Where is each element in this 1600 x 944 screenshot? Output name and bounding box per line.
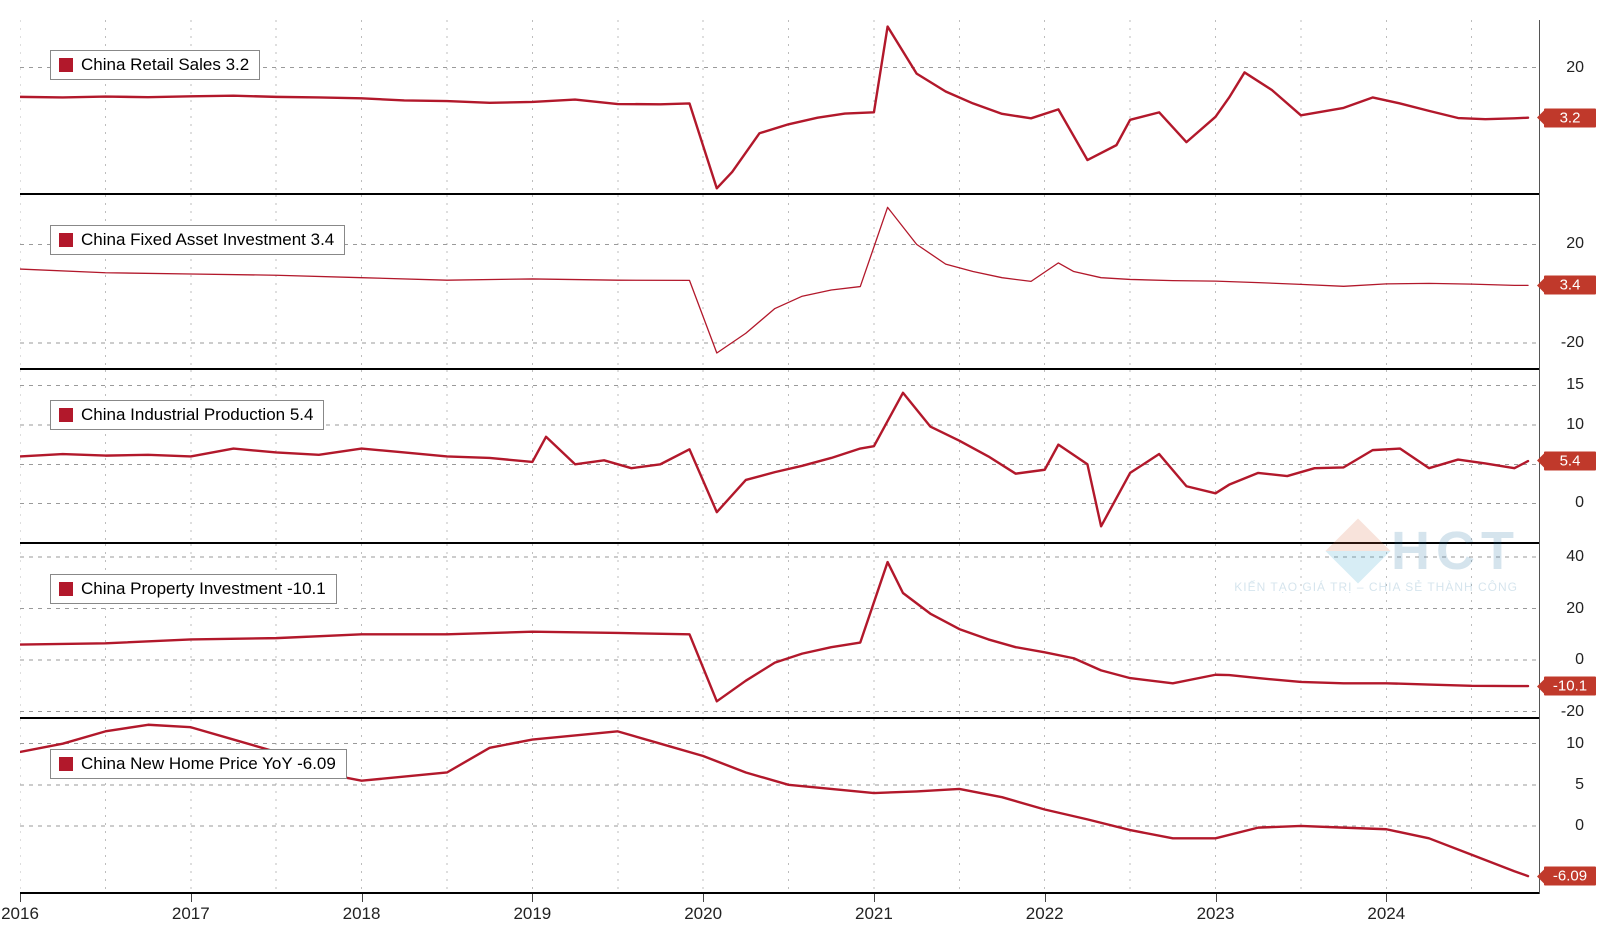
watermark: HCT bbox=[1335, 520, 1520, 582]
legend-swatch-icon bbox=[59, 757, 73, 771]
x-tick-mark bbox=[532, 894, 533, 902]
panel-svg bbox=[20, 719, 1540, 892]
y-tick-label: 5 bbox=[1575, 776, 1584, 794]
legend-label: China Industrial Production 5.4 bbox=[81, 405, 313, 425]
y-tick-label: 20 bbox=[1566, 235, 1584, 253]
legend-swatch-icon bbox=[59, 408, 73, 422]
last-value-label: -6.09 bbox=[1553, 868, 1587, 885]
panel-svg bbox=[20, 195, 1540, 368]
x-tick-mark bbox=[703, 894, 704, 902]
y-tick-label: -20 bbox=[1561, 334, 1584, 352]
legend-label: China New Home Price YoY -6.09 bbox=[81, 754, 336, 774]
series-line bbox=[20, 725, 1528, 876]
legend-swatch-icon bbox=[59, 58, 73, 72]
y-tick-label: 10 bbox=[1566, 735, 1584, 753]
y-tick-label: 20 bbox=[1566, 59, 1584, 77]
y-tick-label: 10 bbox=[1566, 416, 1584, 434]
last-value-badge: 5.4 bbox=[1544, 451, 1596, 470]
x-tick-mark bbox=[1216, 894, 1217, 902]
x-tick-mark bbox=[874, 894, 875, 902]
y-tick-label: 15 bbox=[1566, 376, 1584, 394]
last-value-label: -10.1 bbox=[1553, 678, 1587, 695]
y-tick-label: -20 bbox=[1561, 703, 1584, 721]
x-tick-mark bbox=[191, 894, 192, 902]
x-tick-label: 2017 bbox=[172, 904, 210, 924]
watermark-diamond-icon bbox=[1325, 518, 1390, 583]
panel-ip: 151050China Industrial Production 5.45.4 bbox=[20, 368, 1540, 543]
panel-home_price: 1050China New Home Price YoY -6.09-6.09 bbox=[20, 717, 1540, 894]
legend-label: China Fixed Asset Investment 3.4 bbox=[81, 230, 334, 250]
last-value-label: 3.2 bbox=[1560, 109, 1581, 126]
panel-svg bbox=[20, 20, 1540, 193]
badge-arrow-icon bbox=[1537, 110, 1545, 126]
panel-svg bbox=[20, 370, 1540, 543]
legend: China Fixed Asset Investment 3.4 bbox=[50, 225, 345, 255]
legend-label: China Retail Sales 3.2 bbox=[81, 55, 249, 75]
badge-arrow-icon bbox=[1537, 868, 1545, 884]
last-value-label: 5.4 bbox=[1560, 452, 1581, 469]
legend: China Property Investment -10.1 bbox=[50, 574, 337, 604]
panels-stack: 20China Retail Sales 3.23.220-20China Fi… bbox=[20, 20, 1540, 894]
y-tick-label: 0 bbox=[1575, 817, 1584, 835]
watermark-text: HCT bbox=[1391, 520, 1520, 582]
x-tick-label: 2024 bbox=[1367, 904, 1405, 924]
last-value-badge: 3.2 bbox=[1544, 108, 1596, 127]
badge-arrow-icon bbox=[1537, 678, 1545, 694]
badge-arrow-icon bbox=[1537, 453, 1545, 469]
y-tick-label: 40 bbox=[1566, 548, 1584, 566]
x-tick-label: 2019 bbox=[513, 904, 551, 924]
last-value-badge: -10.1 bbox=[1544, 677, 1596, 696]
panel-property: 40200-20China Property Investment -10.1-… bbox=[20, 542, 1540, 717]
panel-retail: 20China Retail Sales 3.23.2 bbox=[20, 20, 1540, 193]
panel-svg bbox=[20, 544, 1540, 717]
legend-swatch-icon bbox=[59, 233, 73, 247]
x-tick-label: 2016 bbox=[1, 904, 39, 924]
x-tick-label: 2021 bbox=[855, 904, 893, 924]
x-tick-mark bbox=[362, 894, 363, 902]
x-tick-mark bbox=[1386, 894, 1387, 902]
legend: China New Home Price YoY -6.09 bbox=[50, 749, 347, 779]
legend: China Retail Sales 3.2 bbox=[50, 50, 260, 80]
last-value-label: 3.4 bbox=[1560, 277, 1581, 294]
x-tick-mark bbox=[1045, 894, 1046, 902]
last-value-badge: -6.09 bbox=[1544, 867, 1596, 886]
last-value-badge: 3.4 bbox=[1544, 276, 1596, 295]
legend-label: China Property Investment -10.1 bbox=[81, 579, 326, 599]
x-axis: 201620172018201920202021202220232024 bbox=[20, 894, 1540, 944]
x-tick-label: 2018 bbox=[343, 904, 381, 924]
y-tick-label: 0 bbox=[1575, 651, 1584, 669]
legend: China Industrial Production 5.4 bbox=[50, 400, 324, 430]
badge-arrow-icon bbox=[1537, 277, 1545, 293]
y-tick-label: 20 bbox=[1566, 600, 1584, 618]
chart-container: HCT KIẾN TẠO GIÁ TRỊ – CHIA SẺ THÀNH CÔN… bbox=[0, 0, 1600, 944]
legend-swatch-icon bbox=[59, 582, 73, 596]
x-tick-label: 2022 bbox=[1026, 904, 1064, 924]
y-tick-label: 0 bbox=[1575, 494, 1584, 512]
x-tick-mark bbox=[20, 894, 21, 902]
panel-fai: 20-20China Fixed Asset Investment 3.43.4 bbox=[20, 193, 1540, 368]
x-tick-label: 2020 bbox=[684, 904, 722, 924]
watermark-subtitle: KIẾN TẠO GIÁ TRỊ – CHIA SẺ THÀNH CÔNG bbox=[1234, 580, 1518, 594]
x-tick-label: 2023 bbox=[1197, 904, 1235, 924]
